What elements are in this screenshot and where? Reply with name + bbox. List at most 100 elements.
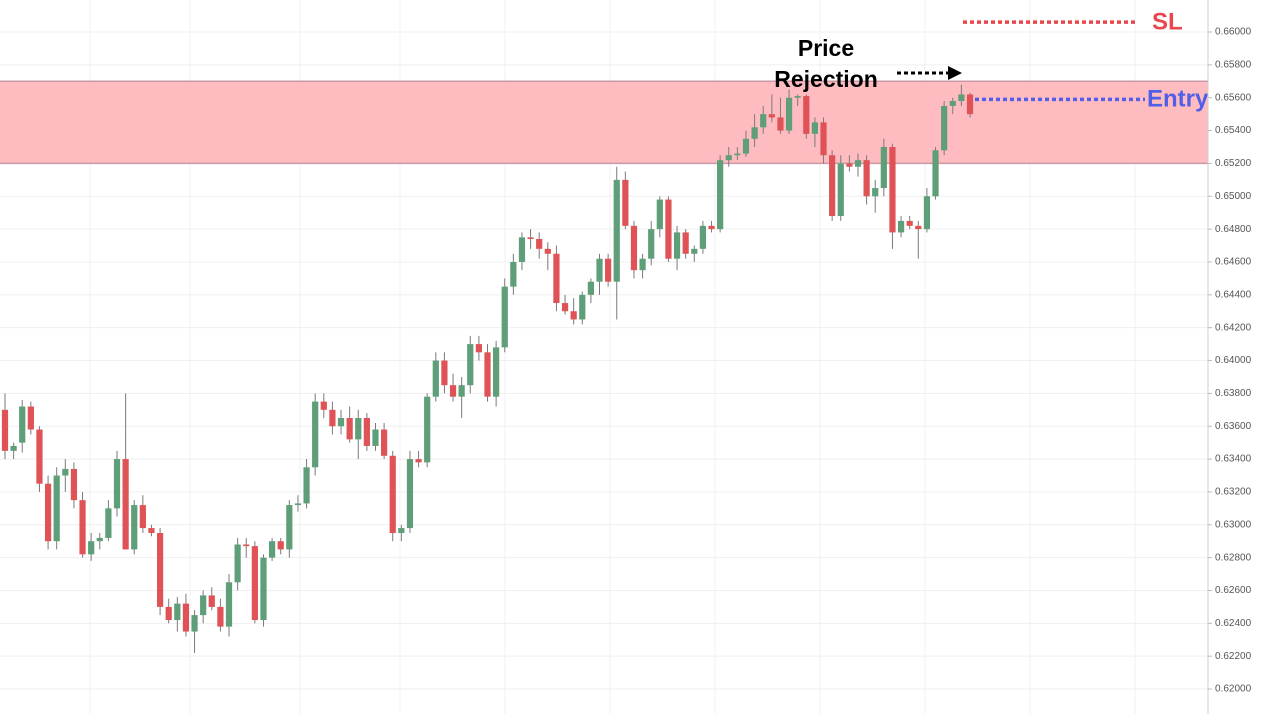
candle-body: [131, 505, 138, 550]
candle-body: [268, 541, 276, 558]
candle-body: [691, 248, 698, 254]
candle-body: [251, 546, 258, 621]
candle-body: [596, 258, 603, 282]
candle-body: [829, 155, 836, 216]
candle-body: [777, 117, 784, 131]
candle-body: [148, 528, 155, 533]
candle-body: [312, 401, 319, 468]
candle-body: [96, 537, 103, 542]
annotations: SL Entry: [963, 9, 1209, 113]
candle-body: [648, 229, 655, 259]
candle-body: [656, 199, 663, 230]
candle-body: [303, 467, 310, 504]
y-tick-label: 0.62800: [1215, 552, 1252, 563]
candle-body: [294, 503, 302, 506]
candle-body: [208, 595, 215, 607]
candle-body: [665, 199, 672, 259]
candle-body: [191, 615, 198, 632]
y-tick-label: 0.65800: [1215, 60, 1252, 71]
candle-body: [105, 508, 112, 538]
level-label: SL: [1152, 9, 1183, 36]
candle-body: [527, 237, 534, 239]
candle-body: [630, 225, 638, 271]
y-tick-label: 0.65400: [1215, 125, 1252, 136]
candle-body: [406, 459, 414, 529]
candle-body: [88, 541, 95, 555]
candle-body: [79, 500, 86, 555]
candle-body: [329, 409, 336, 427]
y-tick-label: 0.62200: [1215, 651, 1252, 662]
candle-body: [742, 138, 750, 154]
candle-body: [182, 603, 190, 632]
candle-body: [156, 532, 164, 607]
candle-body: [381, 429, 388, 456]
candle-body: [53, 475, 60, 542]
candle-body: [725, 155, 732, 161]
candle-body: [372, 429, 379, 446]
candle-body: [949, 101, 956, 106]
candle-body: [897, 220, 905, 233]
candle-body: [286, 505, 293, 550]
y-tick-label: 0.65200: [1215, 158, 1252, 169]
candle-body: [113, 459, 121, 509]
candle-body: [785, 97, 793, 131]
candle-body: [932, 150, 939, 197]
candle-body: [432, 360, 439, 397]
candle-body: [837, 163, 844, 216]
y-tick-label: 0.62600: [1215, 585, 1252, 596]
candle-body: [398, 528, 405, 533]
candle-body: [544, 248, 551, 254]
candle-body: [906, 220, 913, 226]
candle-body: [467, 344, 474, 386]
candle-body: [484, 352, 491, 397]
candle-body: [863, 160, 870, 197]
candle-body: [803, 96, 810, 134]
candle-body: [363, 418, 370, 446]
candle-body: [165, 606, 172, 621]
candle-body: [673, 232, 681, 259]
candle-body: [260, 557, 267, 621]
candle-body: [19, 406, 26, 443]
annotation-line: Price: [798, 35, 854, 61]
candle-body: [613, 179, 620, 282]
candle-body: [243, 544, 250, 547]
candle-body: [889, 147, 896, 233]
candle-body: [122, 459, 129, 550]
candle-body: [424, 396, 431, 463]
candle-body: [139, 505, 146, 529]
candle-body: [579, 294, 586, 320]
candle-body: [872, 188, 879, 197]
candle-body: [200, 595, 207, 616]
arrow-head: [948, 66, 962, 80]
candle-body: [510, 261, 517, 287]
y-tick-label: 0.64000: [1215, 355, 1252, 366]
candle-body: [941, 105, 948, 151]
candle-body: [217, 606, 224, 627]
candle-body: [536, 238, 543, 249]
candle-body: [880, 147, 887, 189]
candle-body: [553, 253, 560, 304]
candle-body: [44, 483, 52, 542]
candle-body: [355, 418, 362, 440]
candle-body: [1, 409, 9, 451]
candle-body: [441, 360, 448, 386]
y-tick-label: 0.63400: [1215, 454, 1252, 465]
candle-body: [449, 385, 457, 397]
candle-body: [923, 196, 931, 230]
candle-body: [966, 94, 974, 115]
candle-body: [708, 225, 715, 230]
y-tick-label: 0.65600: [1215, 92, 1252, 103]
candles: [1, 84, 974, 653]
candle-body: [768, 114, 775, 118]
y-tick-label: 0.64600: [1215, 257, 1252, 268]
candle-body: [36, 429, 43, 484]
y-tick-label: 0.64800: [1215, 224, 1252, 235]
candle-body: [717, 160, 724, 230]
candle-body: [846, 163, 853, 167]
candle-body: [320, 401, 327, 410]
candle-body: [734, 153, 741, 156]
candle-body: [493, 347, 500, 397]
candle-body: [174, 603, 181, 621]
